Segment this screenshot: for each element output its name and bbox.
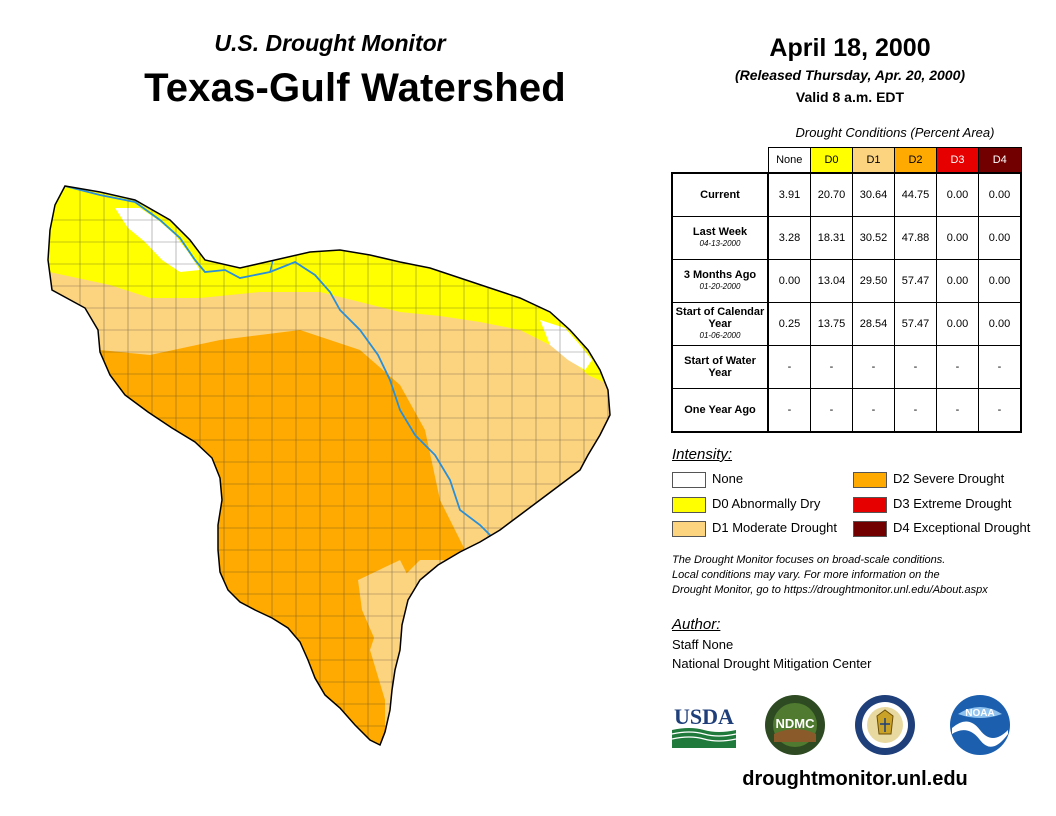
row-label: Current (671, 172, 769, 217)
table-cell: - (978, 345, 1022, 389)
table-cell: 28.54 (852, 302, 895, 346)
table-cell: - (978, 388, 1022, 433)
row-label: 3 Months Ago 01-20-2000 (671, 259, 769, 303)
column-header-d1: D1 (852, 147, 895, 174)
table-cell: 29.50 (852, 259, 895, 303)
table-cell: - (936, 388, 979, 433)
table-cell: 20.70 (810, 172, 853, 217)
table-corner (672, 148, 768, 174)
table-cell: 0.00 (978, 302, 1022, 346)
table-cell: - (852, 345, 895, 389)
map-date: April 18, 2000 (769, 34, 931, 62)
conditions-table-title: Drought Conditions (Percent Area) (795, 125, 995, 140)
table-cell: 13.75 (810, 302, 853, 346)
table-cell: 0.00 (978, 172, 1022, 217)
row-date: 04-13-2000 (699, 239, 741, 248)
ndmc-logo: NDMC (765, 695, 825, 755)
column-header-d0: D0 (810, 147, 853, 174)
legend-item-d3: D3 Extreme Drought (853, 496, 1012, 513)
legend-swatch (853, 496, 887, 513)
table-cell: - (810, 345, 853, 389)
none-region-north (115, 208, 200, 272)
table-row: Start of Calendar Year 01-06-2000 0.25 13… (671, 302, 1022, 346)
column-header-d4: D4 (978, 147, 1022, 174)
svg-text:NDMC: NDMC (776, 716, 816, 731)
intensity-title: Intensity: (672, 446, 733, 463)
table-cell: - (810, 388, 853, 433)
author-org: National Drought Mitigation Center (672, 656, 872, 671)
legend-swatch (853, 471, 887, 488)
row-label: Last Week 04-13-2000 (671, 216, 769, 260)
table-header-row: None D0 D1 D2 D3 D4 (672, 147, 1022, 174)
valid-time: Valid 8 a.m. EDT (795, 89, 905, 105)
map-subtitle: U.S. Drought Monitor (214, 30, 446, 56)
table-cell: - (852, 388, 895, 433)
svg-text:USDA: USDA (674, 704, 734, 729)
table-cell: 47.88 (894, 216, 937, 260)
map-title: Texas-Gulf Watershed (144, 66, 566, 110)
row-label: One Year Ago (671, 388, 769, 433)
table-cell: 0.00 (936, 172, 979, 217)
none-region-east (540, 320, 592, 370)
table-cell: 0.00 (978, 259, 1022, 303)
table-cell: 18.31 (810, 216, 853, 260)
svg-text:NOAA: NOAA (965, 708, 994, 719)
table-cell: - (767, 388, 811, 433)
noaa-logo: NOAA (950, 695, 1010, 755)
table-cell: - (894, 345, 937, 389)
table-cell: 44.75 (894, 172, 937, 217)
author-title: Author: (672, 616, 721, 633)
river-main (64, 186, 496, 541)
author-name: Staff None (672, 637, 734, 652)
table-row: Last Week 04-13-2000 3.28 18.31 30.52 47.… (671, 216, 1022, 260)
usda-logo: USDA (671, 704, 737, 748)
table-row: Start of Water Year - - - - - - (671, 345, 1022, 389)
table-cell: 0.00 (978, 216, 1022, 260)
table-cell: - (936, 345, 979, 389)
column-header-none: None (767, 147, 811, 174)
legend-item-d1: D1 Moderate Drought (672, 520, 837, 537)
watershed-outline (47, 185, 611, 747)
table-cell: 0.00 (767, 259, 811, 303)
table-cell: 0.00 (936, 216, 979, 260)
legend-item-d2: D2 Severe Drought (853, 471, 1004, 488)
disclaimer-note: The Drought Monitor focuses on broad-sca… (672, 554, 988, 596)
legend-item-d4: D4 Exceptional Drought (853, 520, 1030, 537)
row-label: Start of Water Year (671, 345, 769, 389)
table-cell: 57.47 (894, 302, 937, 346)
table-cell: 0.00 (936, 259, 979, 303)
table-cell: 30.64 (852, 172, 895, 217)
release-date: (Released Thursday, Apr. 20, 2000) (734, 67, 966, 83)
table-row: One Year Ago - - - - - - (671, 388, 1022, 433)
column-header-d3: D3 (936, 147, 979, 174)
row-label: Start of Calendar Year 01-06-2000 (671, 302, 769, 346)
table-row: Current 3.91 20.70 30.64 44.75 0.00 0.00 (671, 172, 1022, 217)
table-cell: - (767, 345, 811, 389)
row-date: 01-20-2000 (699, 282, 741, 291)
legend-swatch (672, 471, 706, 488)
table-cell: 57.47 (894, 259, 937, 303)
legend-swatch (672, 496, 706, 513)
legend-item-none: None (672, 471, 743, 488)
table-cell: 13.04 (810, 259, 853, 303)
legend-item-d0: D0 Abnormally Dry (672, 496, 820, 513)
legend-swatch (672, 520, 706, 537)
table-cell: 3.28 (767, 216, 811, 260)
column-header-d2: D2 (894, 147, 937, 174)
website-url[interactable]: droughtmonitor.unl.edu (742, 768, 968, 790)
table-cell: 0.25 (767, 302, 811, 346)
table-row: 3 Months Ago 01-20-2000 0.00 13.04 29.50 … (671, 259, 1022, 303)
d1-coastal-region (358, 560, 420, 700)
commerce-seal-logo (855, 695, 915, 755)
table-cell: 0.00 (936, 302, 979, 346)
drought-conditions-table: None D0 D1 D2 D3 D4 Current 3.91 20.70 3… (671, 147, 1022, 433)
table-cell: 30.52 (852, 216, 895, 260)
drought-map (47, 185, 611, 747)
table-cell: 3.91 (767, 172, 811, 217)
row-date: 01-06-2000 (699, 331, 741, 340)
legend-swatch (853, 520, 887, 537)
table-cell: - (894, 388, 937, 433)
